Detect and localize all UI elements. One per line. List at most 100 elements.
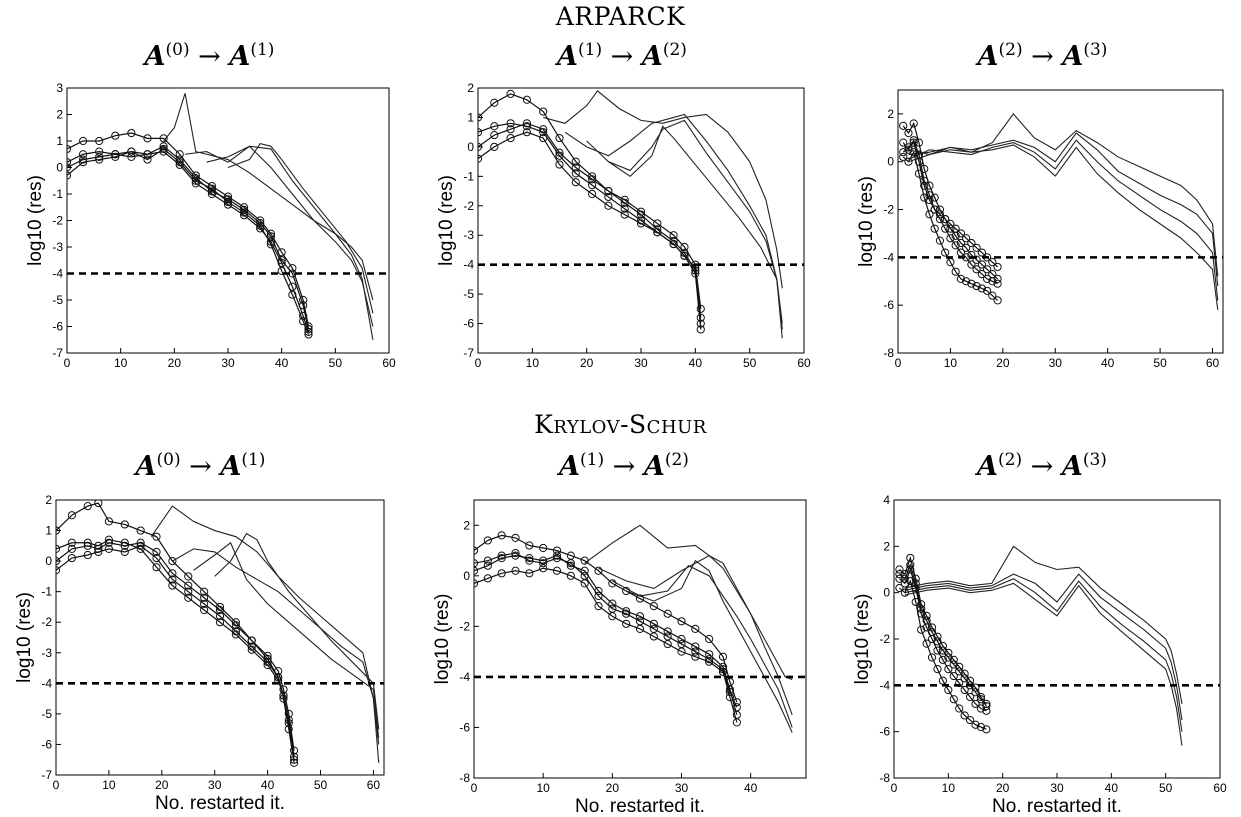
series-marker (955, 704, 964, 713)
series-marker (935, 215, 945, 224)
y-axis-label: log10 (res) (436, 175, 457, 266)
y-tick-label: -2 (459, 619, 470, 633)
series-marker (483, 561, 492, 570)
series-marker (83, 538, 92, 547)
x-tick-label: 0 (891, 781, 898, 795)
title-operator-from: A(1) (557, 40, 603, 72)
series-marker (136, 526, 145, 535)
x-tick-label: 50 (1159, 781, 1173, 795)
series-marker (490, 131, 499, 140)
series-marker (696, 325, 705, 334)
series-marker (67, 158, 72, 167)
series-marker (960, 685, 969, 695)
series-marker (620, 204, 629, 213)
series-marker (904, 157, 913, 166)
series-line (214, 532, 380, 730)
series-marker (120, 520, 129, 529)
series-marker (976, 722, 986, 732)
series-marker (478, 128, 483, 137)
series-marker (478, 154, 483, 163)
x-tick-label: 30 (221, 356, 235, 370)
series-marker (200, 599, 209, 608)
series-marker (895, 583, 904, 593)
series-marker (152, 547, 161, 557)
series-marker (594, 602, 603, 611)
plot-area (894, 545, 1220, 746)
x-tick-label: 20 (996, 356, 1010, 370)
series-marker (977, 248, 986, 257)
series-marker (94, 541, 103, 550)
series-marker (127, 152, 136, 162)
series-marker (946, 224, 955, 233)
title-from-superscript: (0) (165, 40, 190, 60)
panel-title: A(2) → A(3) (850, 40, 1235, 72)
series-marker (223, 195, 233, 204)
series-marker (691, 647, 700, 656)
y-tick-label: -2 (879, 632, 890, 646)
series-line (586, 119, 783, 339)
series-marker (732, 703, 741, 712)
y-tick-label: -4 (463, 258, 474, 272)
series-marker (663, 609, 672, 618)
series-marker (511, 548, 520, 558)
x-tick-label: 60 (367, 778, 381, 792)
series-marker (976, 704, 986, 713)
chart-panel: A(0) → A(1) 0 10 20 30 40 50 60 2 1 0 -1 -2 -3 -4 -5 -6-… (8, 450, 393, 812)
series-marker (200, 593, 209, 602)
plot-area (474, 524, 806, 733)
series-marker (94, 500, 103, 508)
series-marker (184, 593, 193, 602)
series-marker (951, 267, 960, 276)
series-marker (184, 587, 193, 596)
y-tick-label: 2 (45, 493, 52, 507)
series-marker (930, 224, 939, 233)
x-tick-label: 0 (895, 356, 902, 370)
series-marker (933, 665, 942, 674)
series-marker (522, 119, 532, 128)
series-marker (649, 619, 658, 628)
series-line-markers (899, 563, 987, 705)
series-marker (571, 178, 580, 187)
x-tick-label: 50 (329, 356, 343, 370)
series-marker (899, 148, 908, 157)
series-marker (95, 136, 104, 146)
y-tick-label: -4 (879, 678, 890, 692)
series-marker (588, 175, 597, 184)
series-marker (725, 693, 735, 702)
series-marker (152, 532, 161, 541)
series-marker (920, 181, 929, 190)
x-tick-label: 40 (1101, 356, 1115, 370)
y-tick-label: -4 (459, 670, 470, 684)
series-marker (95, 152, 104, 162)
series-marker (594, 566, 603, 575)
series-marker (552, 554, 562, 563)
title-operator-from: A(2) (977, 450, 1023, 482)
series-marker (127, 147, 136, 156)
series-marker (705, 655, 714, 664)
y-tick-label: 1 (56, 134, 63, 148)
series-marker (168, 581, 177, 590)
series-marker (982, 702, 991, 711)
series-marker (941, 248, 950, 257)
y-tick-label: 2 (463, 518, 470, 532)
series-marker (79, 136, 88, 146)
series-marker (935, 210, 945, 219)
x-axis-label: No. restarted it. (155, 793, 285, 812)
series-marker (506, 89, 515, 98)
series-marker (95, 147, 104, 156)
y-tick-label: -8 (883, 346, 894, 360)
title-operator-from: A(2) (977, 40, 1023, 72)
series-marker (571, 169, 580, 178)
series-marker (191, 174, 200, 183)
series-line (904, 582, 1183, 746)
series-marker (159, 134, 168, 143)
series-marker (539, 128, 548, 137)
series-marker (497, 569, 506, 578)
series-line (184, 145, 374, 340)
title-to-superscript: (2) (662, 40, 687, 60)
y-tick-label: 0 (45, 554, 52, 568)
series-marker (247, 645, 256, 654)
series-marker (904, 145, 913, 154)
